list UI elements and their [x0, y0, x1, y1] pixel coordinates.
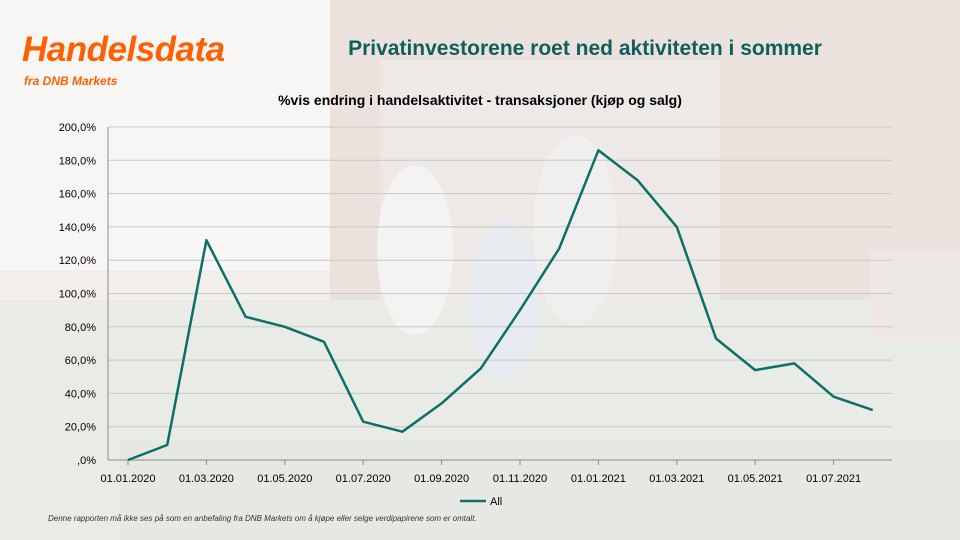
x-tick-label: 01.09.2020 — [414, 473, 469, 485]
disclaimer-text: Denne rapporten må ikke ses på som en an… — [48, 514, 477, 523]
x-tick-label: 01.03.2021 — [649, 473, 704, 485]
series-layer — [127, 149, 874, 462]
x-axis — [107, 127, 892, 465]
brand-subtitle: fra DNB Markets — [24, 74, 118, 88]
y-tick-label: 200,0% — [59, 122, 97, 134]
x-axis-tick-labels: 01.01.2020 01.03.2020 01.05.2020 01.07.2020… — [100, 473, 861, 485]
brand-logo: Handelsdata — [22, 30, 225, 69]
legend-label: All — [490, 496, 502, 508]
y-tick-label: 180,0% — [59, 155, 97, 167]
series-line-all — [127, 149, 874, 462]
gridlines — [108, 126, 892, 428]
y-tick-label: 20,0% — [65, 422, 96, 434]
x-tick-label: 01.07.2021 — [806, 473, 861, 485]
y-tick-label: 40,0% — [65, 388, 96, 400]
page-title: Privatinvestorene roet ned aktiviteten i… — [348, 37, 822, 60]
y-tick-label: 60,0% — [65, 355, 96, 367]
y-tick-label: 160,0% — [59, 189, 97, 201]
x-tick-label: 01.05.2020 — [257, 473, 312, 485]
x-tick-label: 01.05.2021 — [728, 473, 783, 485]
y-tick-label: 120,0% — [59, 255, 97, 267]
y-tick-label: 100,0% — [59, 289, 97, 301]
x-tick-label: 01.07.2020 — [336, 473, 391, 485]
chart-title: %vis endring i handelsaktivitet - transa… — [278, 92, 682, 108]
y-tick-label: ,0% — [77, 455, 96, 467]
y-tick-label: 80,0% — [65, 322, 96, 334]
x-tick-label: 01.11.2020 — [493, 473, 547, 485]
x-tick-label: 01.01.2020 — [100, 473, 155, 485]
x-tick-label: 01.01.2021 — [571, 473, 626, 485]
legend: All — [460, 496, 502, 508]
y-axis-tick-labels: ,0% 20,0% 40,0% 60,0% 80,0% 100,0% 120,0% 140,0… — [59, 122, 97, 467]
x-tick-label: 01.03.2020 — [179, 473, 234, 485]
y-tick-label: 140,0% — [59, 222, 97, 234]
